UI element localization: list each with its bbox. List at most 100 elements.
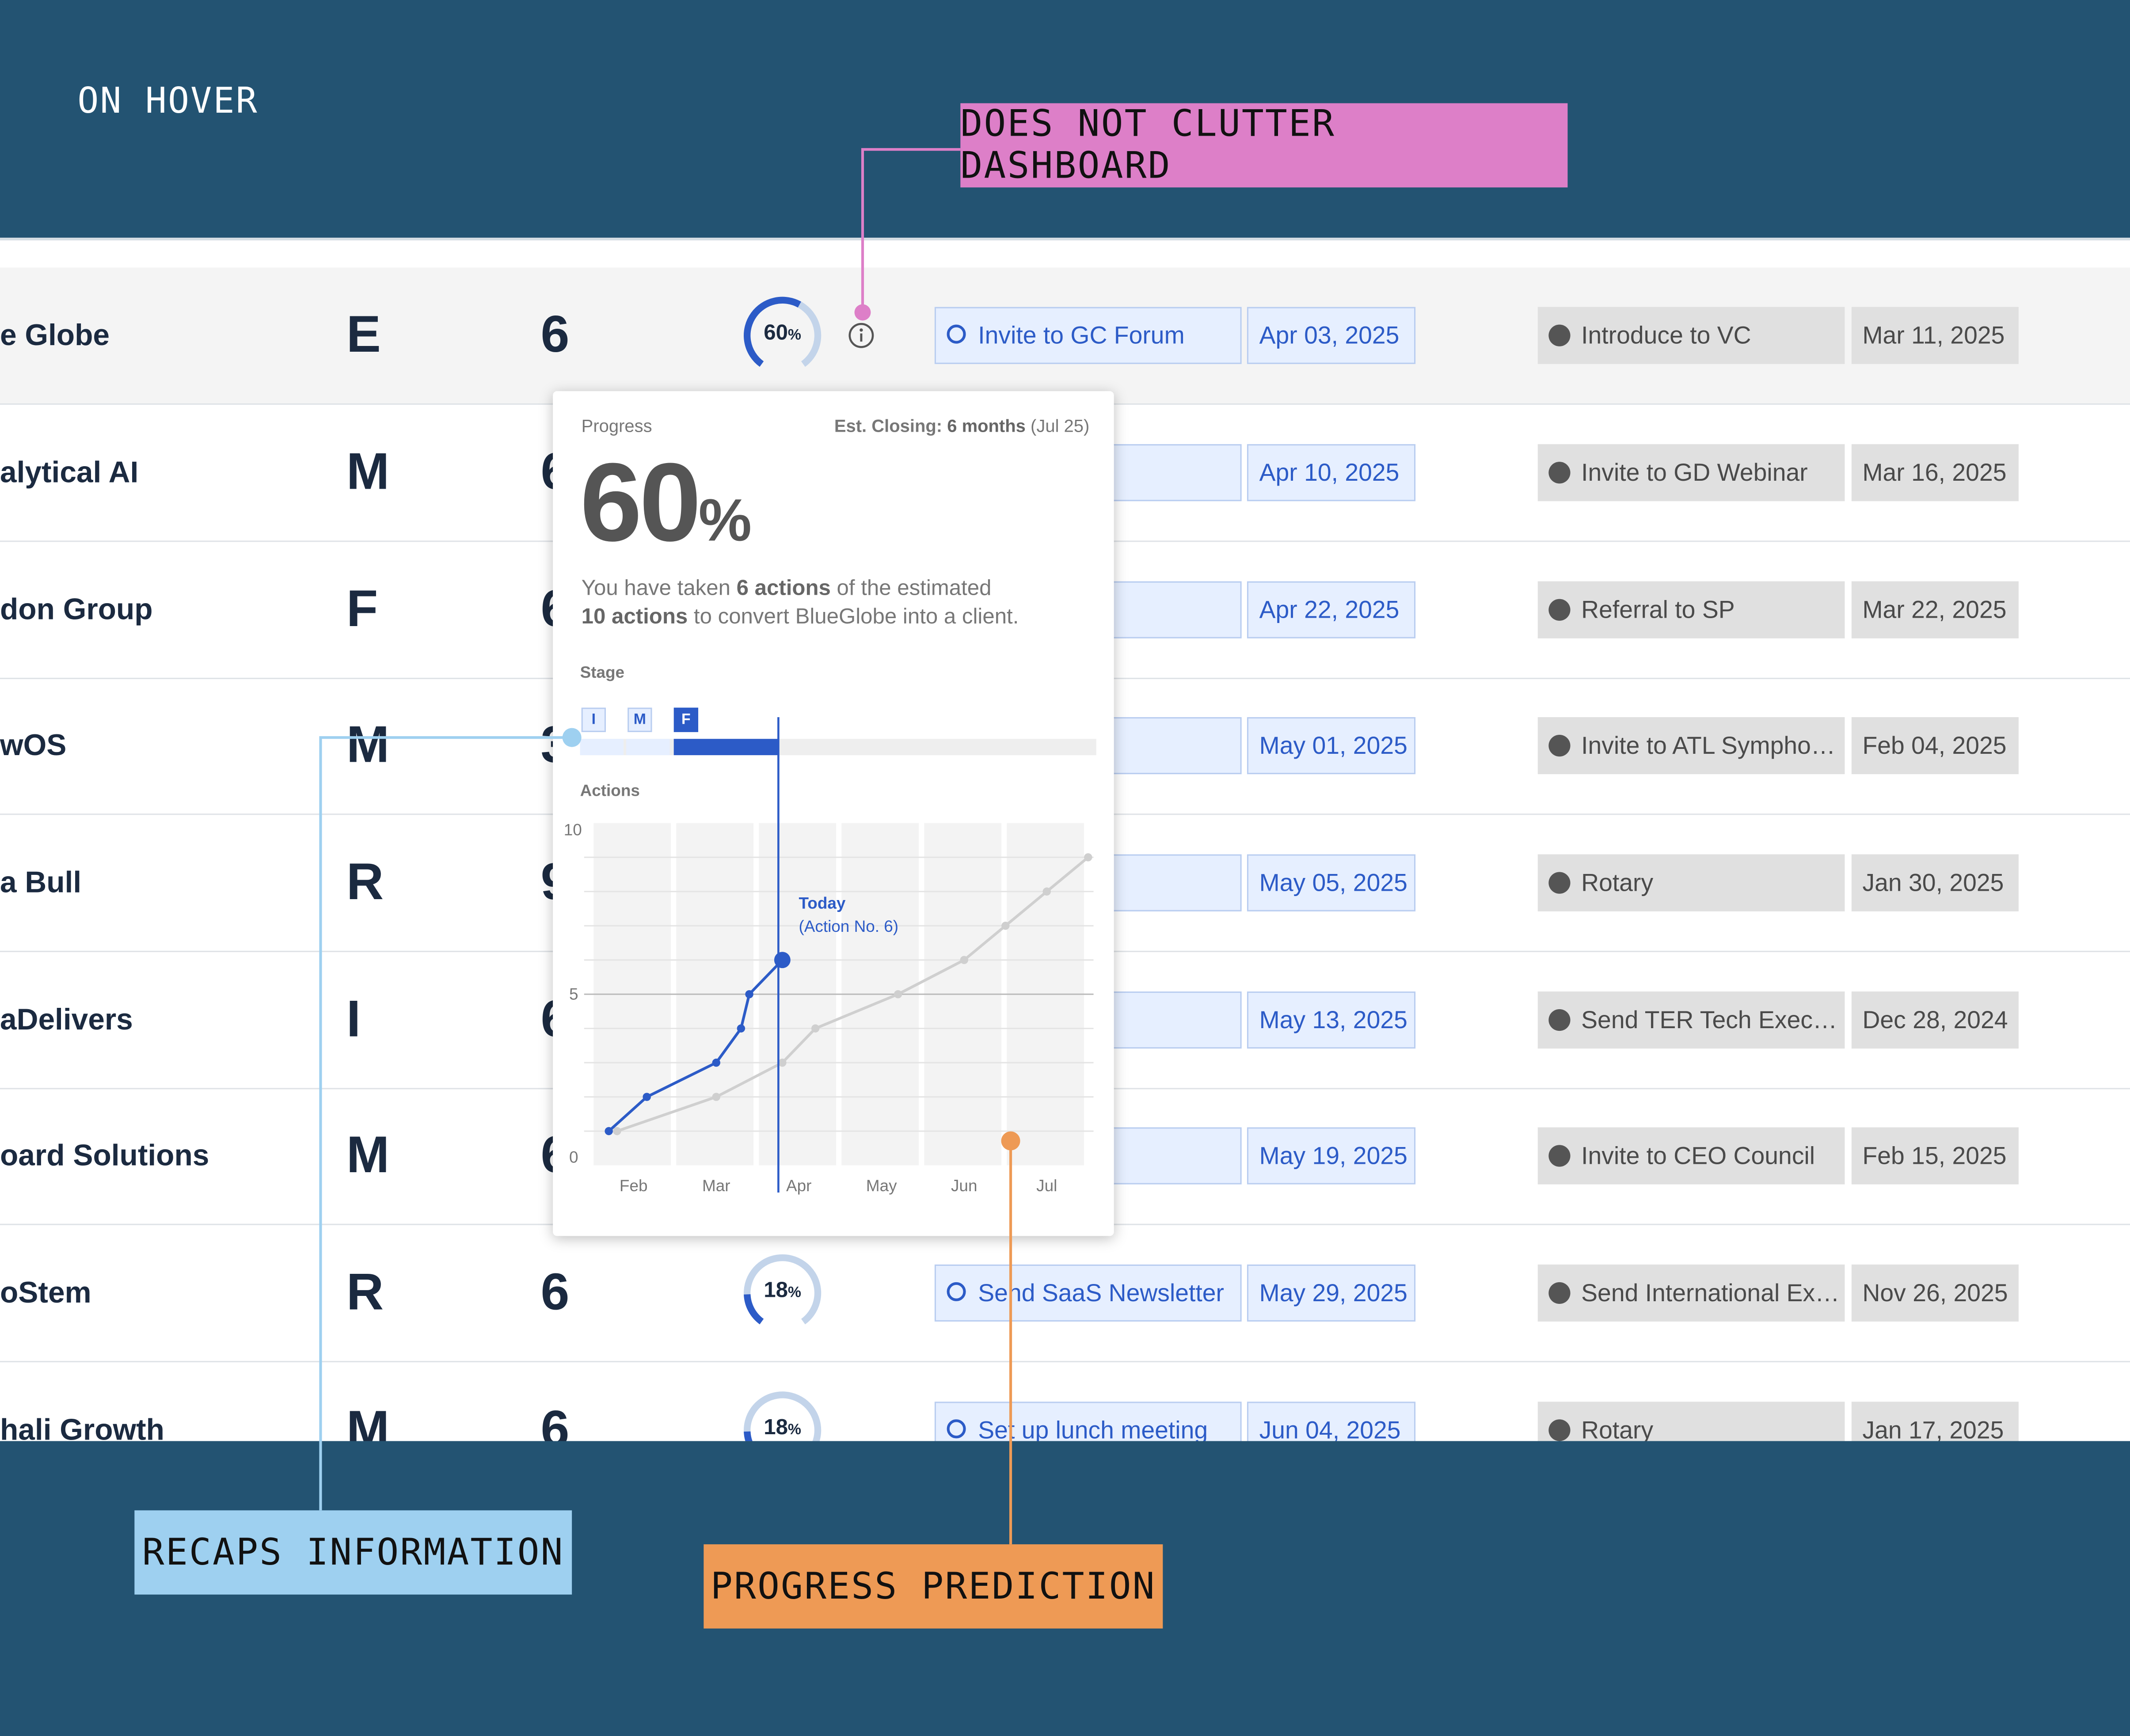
client-name[interactable]: oStem — [0, 1275, 91, 1310]
last-action-date: Feb 04, 2025 — [1851, 717, 2019, 775]
actions-chart — [584, 717, 1094, 1193]
next-action-date: May 13, 2025 — [1247, 991, 1416, 1049]
client-name[interactable]: alytical AI — [0, 455, 139, 489]
client-name[interactable]: hali Growth — [0, 1412, 164, 1441]
info-icon[interactable] — [848, 268, 875, 403]
data-point-predicted — [894, 990, 902, 999]
last-action-chip[interactable]: Send International Ex… — [1537, 1264, 1845, 1322]
x-tick-label: Feb — [619, 1176, 648, 1196]
next-action-date: Apr 03, 2025 — [1247, 307, 1416, 364]
y-tick-0: 0 — [569, 1147, 578, 1167]
x-tick-label: Jul — [1036, 1176, 1057, 1196]
pending-icon — [947, 1282, 966, 1301]
next-action-chip[interactable]: Send SaaS Newsletter — [934, 1264, 1242, 1322]
x-tick-label: Apr — [786, 1176, 812, 1196]
next-action-date: Apr 10, 2025 — [1247, 444, 1416, 501]
client-name[interactable]: e Globe — [0, 318, 110, 352]
progress-popover: Progress Est. Closing: 6 months (Jul 25)… — [553, 391, 1114, 1236]
pending-icon — [947, 324, 966, 344]
client-name[interactable]: don Group — [0, 592, 153, 627]
client-name[interactable]: oard Solutions — [0, 1138, 209, 1172]
client-grade: M — [346, 716, 390, 774]
progress-gauge[interactable]: 60% — [740, 268, 825, 403]
next-action-chip[interactable]: Set up lunch meeting — [934, 1402, 1242, 1441]
callout-clutter: DOES NOT CLUTTER DASHBOARD — [960, 103, 1568, 188]
completed-icon — [1548, 1009, 1571, 1031]
next-action-chip[interactable]: Invite to GC Forum — [934, 307, 1242, 364]
last-action-date: Dec 28, 2024 — [1851, 991, 2019, 1049]
last-action-date: Nov 26, 2025 — [1851, 1264, 2019, 1322]
series-line-actual — [608, 959, 784, 1132]
last-action-chip[interactable]: Invite to CEO Council — [1537, 1127, 1845, 1185]
completed-icon — [1548, 1419, 1571, 1441]
client-name[interactable]: aDelivers — [0, 1002, 133, 1037]
client-grade: R — [346, 1264, 384, 1321]
last-action-chip[interactable]: Introduce to VC — [1537, 307, 1845, 364]
data-point-actual — [737, 1024, 746, 1033]
gauge-value: 18% — [764, 1417, 801, 1440]
stage-seg-m — [626, 739, 670, 756]
completed-icon — [1548, 324, 1571, 346]
last-action-chip[interactable]: Referral to SP — [1537, 581, 1845, 638]
last-action-chip[interactable]: Invite to GD Webinar — [1537, 444, 1845, 501]
client-count: 6 — [540, 306, 570, 364]
progress-gauge[interactable]: 18% — [740, 1362, 825, 1441]
y-tick-10: 10 — [563, 820, 582, 840]
last-action-chip[interactable]: Rotary — [1537, 1402, 1845, 1441]
pending-icon — [947, 1419, 966, 1439]
completed-icon — [1548, 1282, 1571, 1304]
last-action-chip[interactable]: Rotary — [1537, 854, 1845, 912]
progress-value: 60% — [580, 441, 752, 565]
data-point-actual — [745, 990, 753, 999]
stage-seg-i — [580, 739, 624, 756]
table-row[interactable]: e Globe E 6 60% Invite to GC Forum Apr 03, … — [0, 267, 2130, 405]
progress-description: You have taken 6 actions of the estimate… — [581, 577, 1019, 629]
client-name[interactable]: a Bull — [0, 865, 82, 899]
actions-label: Actions — [580, 781, 640, 800]
last-action-chip[interactable]: Send TER Tech Exec… — [1537, 991, 1845, 1049]
completed-icon — [1548, 735, 1571, 757]
today-marker — [774, 952, 791, 969]
state-label: ON HOVER — [77, 81, 259, 122]
data-point-predicted — [613, 1127, 621, 1136]
closing-label: Est. Closing: — [834, 415, 943, 436]
client-grade: F — [346, 581, 378, 638]
client-grade: M — [346, 1401, 390, 1441]
client-name[interactable]: wOS — [0, 728, 67, 762]
stage-f: F — [673, 707, 699, 732]
client-grade: M — [346, 443, 390, 501]
y-tick-5: 5 — [569, 984, 578, 1004]
next-action-date: Jun 04, 2025 — [1247, 1402, 1416, 1441]
x-tick-label: Mar — [702, 1176, 730, 1196]
client-grade: E — [346, 306, 381, 364]
stage-label: Stage — [580, 663, 625, 682]
x-tick-label: May — [866, 1176, 897, 1196]
today-sub: (Action No. 6) — [799, 916, 899, 936]
client-grade: M — [346, 1126, 390, 1184]
gauge-value: 60% — [764, 322, 801, 345]
stage-seg-f — [673, 739, 779, 756]
est-closing: Est. Closing: 6 months (Jul 25) — [834, 416, 1089, 436]
last-action-date: Mar 22, 2025 — [1851, 581, 2019, 638]
table-row[interactable]: oStem R 6 18% Send SaaS Newsletter May 29, … — [0, 1225, 2130, 1363]
client-count: 6 — [540, 1264, 570, 1321]
last-action-date: Jan 17, 2025 — [1851, 1402, 2019, 1441]
gauge-value: 18% — [764, 1279, 801, 1303]
last-action-date: Jan 30, 2025 — [1851, 854, 2019, 912]
callout-prediction: PROGRESS PREDICTION — [704, 1544, 1163, 1629]
progress-gauge[interactable]: 18% — [740, 1225, 825, 1361]
data-point-predicted — [1042, 887, 1051, 896]
last-action-date: Mar 11, 2025 — [1851, 307, 2019, 364]
gauge-ring — [744, 296, 822, 374]
client-grade: I — [346, 991, 361, 1048]
completed-icon — [1548, 1145, 1571, 1167]
closing-date: (Jul 25) — [1031, 415, 1090, 436]
gauge-ring — [744, 1254, 822, 1332]
closing-value: 6 months — [947, 415, 1026, 436]
completed-icon — [1548, 872, 1571, 894]
data-point-predicted — [778, 1058, 787, 1067]
last-action-chip[interactable]: Invite to ATL Sympho… — [1537, 717, 1845, 775]
completed-icon — [1548, 462, 1571, 484]
next-action-date: May 29, 2025 — [1247, 1264, 1416, 1322]
table-row[interactable]: hali Growth M 6 18% Set up lunch meeting Ju… — [0, 1362, 2130, 1441]
